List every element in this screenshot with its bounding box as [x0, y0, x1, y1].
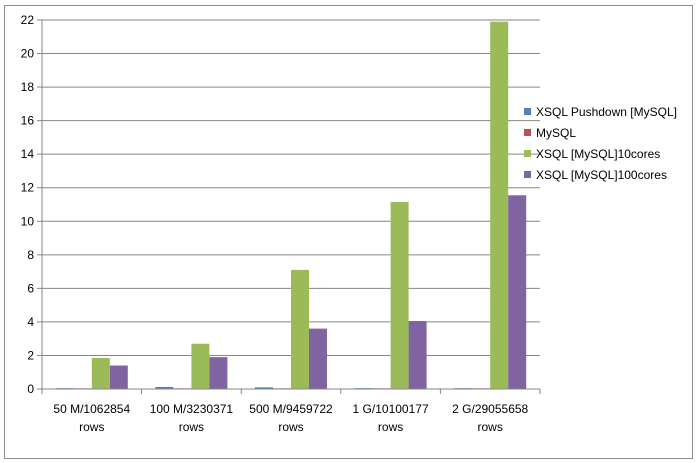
bar-xsql-mysql-100cores [309, 328, 327, 389]
y-tick-label: 16 [21, 114, 35, 128]
legend-entry-label: XSQL [MySQL]10cores [536, 147, 660, 161]
legend: XSQL Pushdown [MySQL] MySQL XSQL [MySQL]10… [524, 105, 677, 182]
y-tick-label: 4 [27, 315, 34, 329]
legend-swatch [524, 150, 531, 157]
y-tick-label: 14 [21, 147, 35, 161]
legend-entry-label: XSQL Pushdown [MySQL] [536, 105, 677, 119]
x-tick-label: rows [179, 420, 204, 434]
legend-swatch [524, 108, 531, 115]
y-tick-label: 22 [21, 13, 35, 27]
bar-xsql-mysql-100cores [508, 195, 527, 389]
legend-swatch [524, 171, 531, 178]
y-tick-label: 20 [21, 47, 35, 61]
bar-xsql-mysql-10cores [291, 269, 309, 389]
x-tick-label: rows [378, 420, 403, 434]
x-tick-label: 100 M/3230371 [150, 402, 234, 416]
x-tick-label: 1 G/10100177 [353, 402, 429, 416]
y-tick-label: 0 [27, 382, 34, 396]
legend-entry-label: MySQL [536, 126, 576, 140]
x-tick-label: rows [278, 420, 303, 434]
y-tick-label: 12 [21, 181, 35, 195]
axes: 0 2 4 6 8 10 12 14 16 18 20 22 50 M/1062854 rows 100 M… [21, 13, 541, 434]
bar-xsql-pushdown-mysql- [255, 387, 273, 389]
bar-xsql-mysql-100cores [109, 365, 128, 389]
y-tick-label: 10 [21, 214, 35, 228]
bar-xsql-mysql-100cores [209, 357, 228, 389]
bar-xsql-mysql-10cores [91, 357, 110, 389]
x-tick-label: 50 M/1062854 [53, 402, 130, 416]
legend-entry-label: XSQL [MySQL]100cores [536, 168, 667, 182]
y-tick-label: 6 [27, 281, 34, 295]
y-tick-label: 18 [21, 80, 35, 94]
x-tick-label: rows [478, 420, 503, 434]
bar-xsql-pushdown-mysql- [155, 386, 174, 389]
bar-xsql-mysql-10cores [390, 201, 409, 389]
bar-xsql-mysql-100cores [408, 321, 427, 389]
bar-xsql-mysql-10cores [191, 343, 210, 389]
y-tick-label: 8 [27, 248, 34, 262]
legend-swatch [524, 129, 531, 136]
x-tick-label: 2 G/29055658 [452, 402, 528, 416]
x-tick-label: 500 M/9459722 [249, 402, 333, 416]
bars [55, 21, 527, 389]
bar-xsql-mysql-10cores [490, 21, 509, 389]
gridlines [42, 19, 540, 356]
y-tick-label: 2 [27, 348, 34, 362]
x-tick-label: rows [79, 420, 104, 434]
